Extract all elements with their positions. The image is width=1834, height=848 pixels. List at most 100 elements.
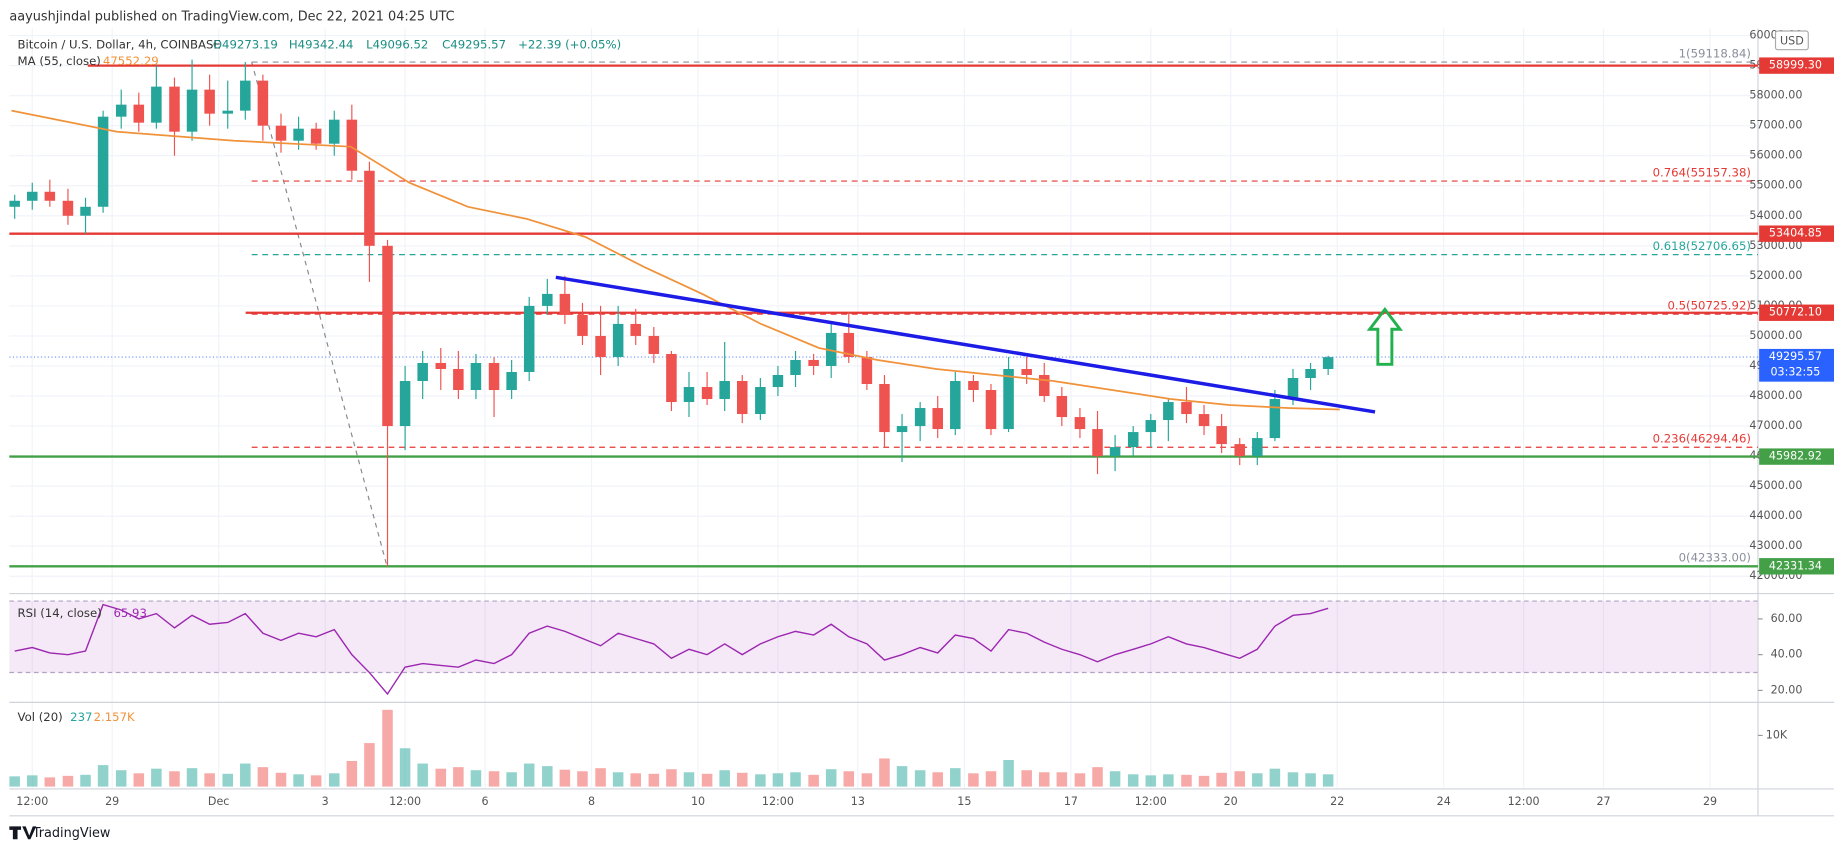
volume-bar xyxy=(1074,773,1086,787)
volume-bar xyxy=(683,772,695,787)
volume-bar xyxy=(755,774,766,787)
volume-bar xyxy=(1181,774,1192,787)
rsi-value: 65.93 xyxy=(113,606,146,620)
candle-body xyxy=(595,335,606,357)
candle-body xyxy=(683,387,695,403)
volume-bar xyxy=(293,774,304,787)
candle-body xyxy=(790,359,801,375)
volume-bar xyxy=(1252,773,1263,787)
candle-body xyxy=(666,353,677,403)
level-price-label: 42331.34 xyxy=(1769,559,1822,572)
publisher: aayushjindal published on TradingView.co… xyxy=(9,9,454,24)
volume-bar xyxy=(62,775,74,787)
level-price-label: 58999.30 xyxy=(1769,59,1822,72)
rsi-band xyxy=(9,601,1758,673)
volume-bar xyxy=(808,774,819,787)
x-tick-label: 6 xyxy=(481,795,488,808)
x-tick-label: Dec xyxy=(208,795,230,808)
rsi-line xyxy=(14,603,1329,696)
candle-body xyxy=(985,390,997,430)
volume-bar xyxy=(1287,772,1299,787)
candle-body xyxy=(1109,447,1121,457)
candle-body xyxy=(204,89,215,114)
volume-bar xyxy=(346,761,358,787)
volume-bar xyxy=(417,763,428,787)
volume-bar xyxy=(97,765,109,787)
candle-body xyxy=(151,86,162,123)
volume-bar xyxy=(186,768,198,787)
candle-body xyxy=(44,191,56,201)
x-tick-label: 12:00 xyxy=(762,795,794,808)
volume-bar xyxy=(577,771,588,787)
volume-bar xyxy=(1056,772,1068,787)
x-tick-label: 20 xyxy=(1224,795,1238,808)
x-tick-label: 29 xyxy=(1703,795,1717,808)
rsi-name: RSI (14, close) xyxy=(18,606,102,620)
candle-body xyxy=(1163,402,1174,421)
volume-bar xyxy=(1234,771,1245,787)
x-tick-label: 17 xyxy=(1064,795,1078,808)
symbol-title: Bitcoin / U.S. Dollar, 4h, COINBASE xyxy=(18,38,221,52)
volume-bar xyxy=(701,773,713,787)
fib-label: 1(59118.84) xyxy=(1679,46,1751,60)
volume-bar xyxy=(1322,774,1334,787)
candle-body xyxy=(328,119,340,144)
volume-bar xyxy=(364,743,375,787)
candle-body xyxy=(115,104,127,117)
volume-bar xyxy=(470,770,482,787)
volume-bar xyxy=(1163,774,1174,787)
y-tick-label: 52000.00 xyxy=(1749,269,1802,282)
candle-body xyxy=(1003,368,1014,430)
volume-bar xyxy=(1269,768,1281,787)
x-tick-label: 8 xyxy=(588,795,595,808)
level-price-box xyxy=(1759,448,1834,465)
candle-body xyxy=(896,426,908,433)
fib-label: 0(42333.00) xyxy=(1679,551,1751,565)
level-price-label: 50772.10 xyxy=(1769,306,1822,319)
candle-body xyxy=(80,206,91,216)
fib-label: 0.618(52706.65) xyxy=(1653,239,1751,253)
y-tick-label: 47000.00 xyxy=(1749,419,1802,432)
moving-average xyxy=(11,109,1340,411)
rsi-tick-label: 40.00 xyxy=(1771,648,1803,661)
candle-body xyxy=(1216,426,1227,445)
candle-body xyxy=(488,362,500,391)
volume-bar xyxy=(488,771,500,787)
volume-bar xyxy=(985,771,997,787)
volume-bar xyxy=(879,758,890,787)
x-tick-label: 10 xyxy=(691,795,705,808)
candle-body xyxy=(133,104,145,123)
grid xyxy=(9,28,1758,789)
logo-mark xyxy=(9,826,37,840)
volume-bar xyxy=(612,772,624,787)
volume-bar xyxy=(1145,775,1157,787)
candle-body xyxy=(9,200,20,207)
volume-bar xyxy=(435,768,447,787)
candle-body xyxy=(577,314,588,336)
volume-bar xyxy=(133,773,145,787)
volume-bar xyxy=(399,748,411,787)
candle-body xyxy=(1021,368,1032,375)
candle-body xyxy=(523,305,535,372)
level-price-box xyxy=(1759,225,1834,242)
candle-body xyxy=(1322,357,1334,369)
up-arrow xyxy=(1366,306,1404,366)
volume-bar xyxy=(257,767,269,787)
candle-body xyxy=(470,362,482,391)
candle-body xyxy=(1056,396,1068,418)
candle-body xyxy=(1074,417,1086,430)
candle-body xyxy=(559,293,571,315)
candle-body xyxy=(1305,368,1316,378)
volume-bar xyxy=(1021,770,1032,787)
volume-bar xyxy=(310,775,322,787)
candle-body xyxy=(257,80,269,126)
ma-value: 47552.29 xyxy=(103,54,159,68)
candle-body xyxy=(808,359,819,366)
volume-bar xyxy=(1305,773,1316,787)
y-tick-label: 48000.00 xyxy=(1749,389,1802,402)
y-tick-label: 45000.00 xyxy=(1749,479,1802,492)
volume-bar xyxy=(1092,767,1103,787)
y-tick-label: 58000.00 xyxy=(1749,89,1802,102)
volume-bar xyxy=(453,767,464,787)
